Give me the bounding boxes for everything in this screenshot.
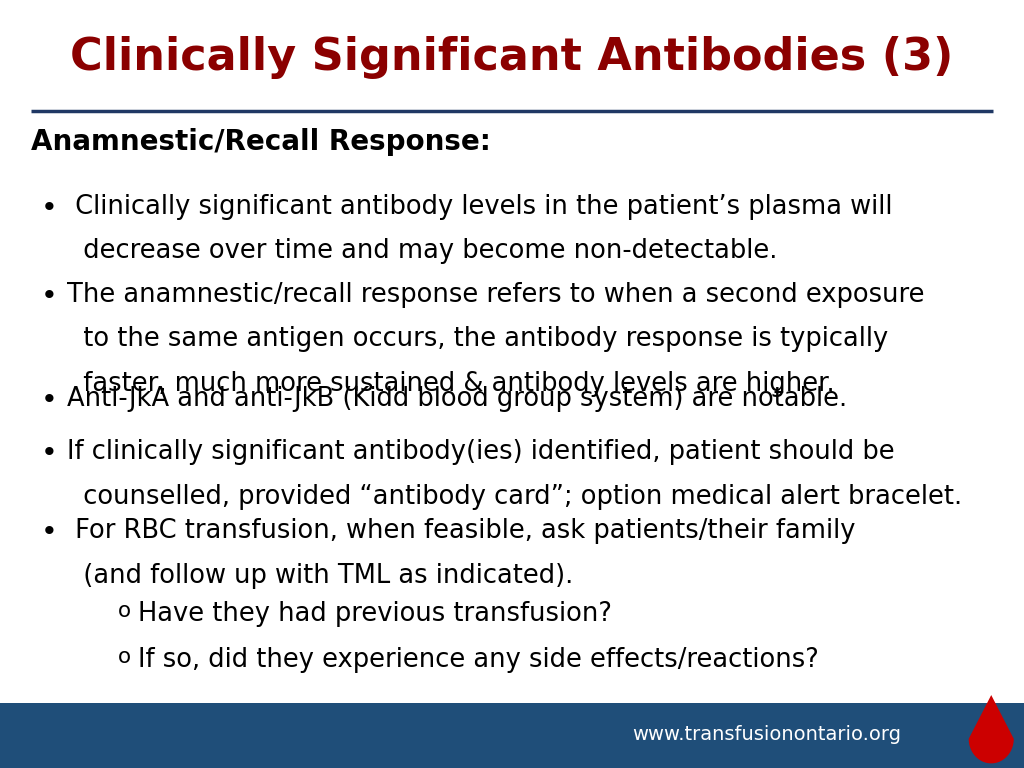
Text: Have they had previous transfusion?: Have they had previous transfusion?	[138, 601, 612, 627]
Bar	[0, 703, 1024, 768]
Text: For RBC transfusion, when feasible, ask patients/their family: For RBC transfusion, when feasible, ask …	[67, 518, 855, 545]
Text: The anamnestic/recall response refers to when a second exposure: The anamnestic/recall response refers to…	[67, 282, 924, 308]
Text: Clinically Significant Antibodies (3): Clinically Significant Antibodies (3)	[71, 36, 953, 79]
Text: •: •	[41, 282, 57, 310]
Text: counselled, provided “antibody card”; option medical alert bracelet.: counselled, provided “antibody card”; op…	[67, 484, 962, 510]
Text: Anti-JkA and anti-JkB (Kidd blood group system) are notable.: Anti-JkA and anti-JkB (Kidd blood group …	[67, 386, 847, 412]
Text: •: •	[41, 439, 57, 467]
Text: Anamnestic/Recall Response:: Anamnestic/Recall Response:	[31, 128, 490, 156]
Text: o: o	[118, 647, 131, 667]
Text: •: •	[41, 386, 57, 413]
Text: decrease over time and may become non-detectable.: decrease over time and may become non-de…	[67, 238, 777, 264]
Text: (and follow up with TML as indicated).: (and follow up with TML as indicated).	[67, 563, 572, 589]
Text: faster, much more sustained & antibody levels are higher.: faster, much more sustained & antibody l…	[67, 371, 835, 397]
Text: If clinically significant antibody(ies) identified, patient should be: If clinically significant antibody(ies) …	[67, 439, 894, 465]
Text: to the same antigen occurs, the antibody response is typically: to the same antigen occurs, the antibody…	[67, 326, 888, 353]
Text: Clinically significant antibody levels in the patient’s plasma will: Clinically significant antibody levels i…	[67, 194, 892, 220]
Polygon shape	[969, 695, 1014, 763]
Text: If so, did they experience any side effects/reactions?: If so, did they experience any side effe…	[138, 647, 819, 673]
Text: •: •	[41, 194, 57, 221]
Text: www.transfusionontario.org: www.transfusionontario.org	[632, 726, 901, 744]
Text: •: •	[41, 518, 57, 546]
Text: o: o	[118, 601, 131, 621]
